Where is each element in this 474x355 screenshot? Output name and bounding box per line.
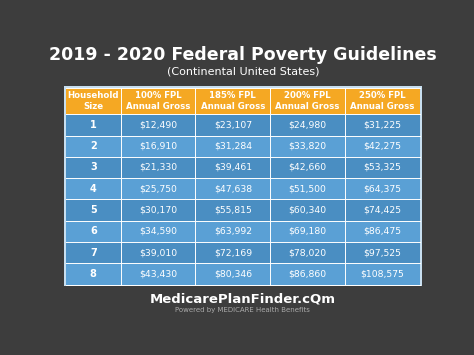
- Bar: [270, 263, 345, 284]
- Text: $39,010: $39,010: [139, 248, 177, 257]
- Bar: [121, 88, 195, 114]
- Text: $16,910: $16,910: [139, 142, 177, 151]
- Text: $74,425: $74,425: [364, 206, 401, 214]
- Text: $108,575: $108,575: [361, 269, 404, 278]
- Bar: [345, 200, 420, 221]
- Text: 3: 3: [90, 163, 97, 173]
- Text: 100% FPL
Annual Gross: 100% FPL Annual Gross: [126, 91, 190, 111]
- Bar: [270, 200, 345, 221]
- Text: $53,325: $53,325: [364, 163, 401, 172]
- Bar: [66, 157, 121, 178]
- Bar: [270, 178, 345, 200]
- Bar: [195, 242, 270, 263]
- Text: 2: 2: [90, 141, 97, 151]
- Bar: [121, 221, 195, 242]
- Text: $86,860: $86,860: [289, 269, 327, 278]
- Text: $31,284: $31,284: [214, 142, 252, 151]
- Text: 250% FPL
Annual Gross: 250% FPL Annual Gross: [350, 91, 415, 111]
- Bar: [270, 136, 345, 157]
- Bar: [121, 157, 195, 178]
- Text: 200% FPL
Annual Gross: 200% FPL Annual Gross: [275, 91, 340, 111]
- Text: $33,820: $33,820: [289, 142, 327, 151]
- Text: 4: 4: [90, 184, 97, 194]
- Text: $34,590: $34,590: [139, 227, 177, 236]
- Bar: [345, 178, 420, 200]
- Text: $97,525: $97,525: [364, 248, 401, 257]
- Bar: [345, 88, 420, 114]
- Bar: [64, 86, 422, 286]
- Bar: [66, 263, 121, 284]
- Text: 5: 5: [90, 205, 97, 215]
- Text: $24,980: $24,980: [289, 120, 327, 130]
- Bar: [121, 242, 195, 263]
- Text: $30,170: $30,170: [139, 206, 177, 214]
- Text: $55,815: $55,815: [214, 206, 252, 214]
- Text: $80,346: $80,346: [214, 269, 252, 278]
- Bar: [66, 242, 121, 263]
- Text: $47,638: $47,638: [214, 184, 252, 193]
- Bar: [195, 114, 270, 136]
- Text: $21,330: $21,330: [139, 163, 177, 172]
- Bar: [66, 221, 121, 242]
- Text: $12,490: $12,490: [139, 120, 177, 130]
- Text: Household
Size: Household Size: [68, 91, 119, 111]
- Text: $42,660: $42,660: [289, 163, 327, 172]
- Bar: [270, 242, 345, 263]
- Bar: [195, 221, 270, 242]
- Text: $60,340: $60,340: [289, 206, 327, 214]
- Text: 6: 6: [90, 226, 97, 236]
- Text: $43,430: $43,430: [139, 269, 177, 278]
- Bar: [195, 88, 270, 114]
- Text: MedicarePlanFinder.cQm: MedicarePlanFinder.cQm: [150, 292, 336, 305]
- Text: $23,107: $23,107: [214, 120, 252, 130]
- Text: $69,180: $69,180: [289, 227, 327, 236]
- Text: $72,169: $72,169: [214, 248, 252, 257]
- Bar: [121, 114, 195, 136]
- Bar: [66, 88, 121, 114]
- Bar: [270, 88, 345, 114]
- Bar: [121, 178, 195, 200]
- Text: $78,020: $78,020: [289, 248, 327, 257]
- Text: 7: 7: [90, 247, 97, 258]
- Text: $51,500: $51,500: [289, 184, 327, 193]
- Bar: [345, 114, 420, 136]
- Bar: [121, 136, 195, 157]
- Bar: [345, 157, 420, 178]
- Bar: [195, 263, 270, 284]
- Text: 2019 - 2020 Federal Poverty Guidelines: 2019 - 2020 Federal Poverty Guidelines: [49, 46, 437, 64]
- Text: (Continental United States): (Continental United States): [167, 66, 319, 76]
- Bar: [345, 221, 420, 242]
- Bar: [121, 263, 195, 284]
- Bar: [195, 178, 270, 200]
- Bar: [270, 157, 345, 178]
- Bar: [195, 157, 270, 178]
- Bar: [195, 136, 270, 157]
- Text: $39,461: $39,461: [214, 163, 252, 172]
- Bar: [270, 114, 345, 136]
- Text: $25,750: $25,750: [139, 184, 177, 193]
- Text: $63,992: $63,992: [214, 227, 252, 236]
- Text: 8: 8: [90, 269, 97, 279]
- Bar: [270, 221, 345, 242]
- Bar: [121, 200, 195, 221]
- Bar: [66, 200, 121, 221]
- Bar: [195, 200, 270, 221]
- Bar: [345, 263, 420, 284]
- Text: 1: 1: [90, 120, 97, 130]
- Text: $86,475: $86,475: [364, 227, 401, 236]
- Bar: [66, 178, 121, 200]
- Bar: [345, 136, 420, 157]
- Bar: [345, 242, 420, 263]
- Text: $42,275: $42,275: [364, 142, 401, 151]
- Text: $64,375: $64,375: [364, 184, 401, 193]
- Text: 185% FPL
Annual Gross: 185% FPL Annual Gross: [201, 91, 265, 111]
- Bar: [66, 136, 121, 157]
- Text: $31,225: $31,225: [364, 120, 401, 130]
- Text: Powered by MEDICARE Health Benefits: Powered by MEDICARE Health Benefits: [175, 307, 310, 313]
- Bar: [66, 114, 121, 136]
